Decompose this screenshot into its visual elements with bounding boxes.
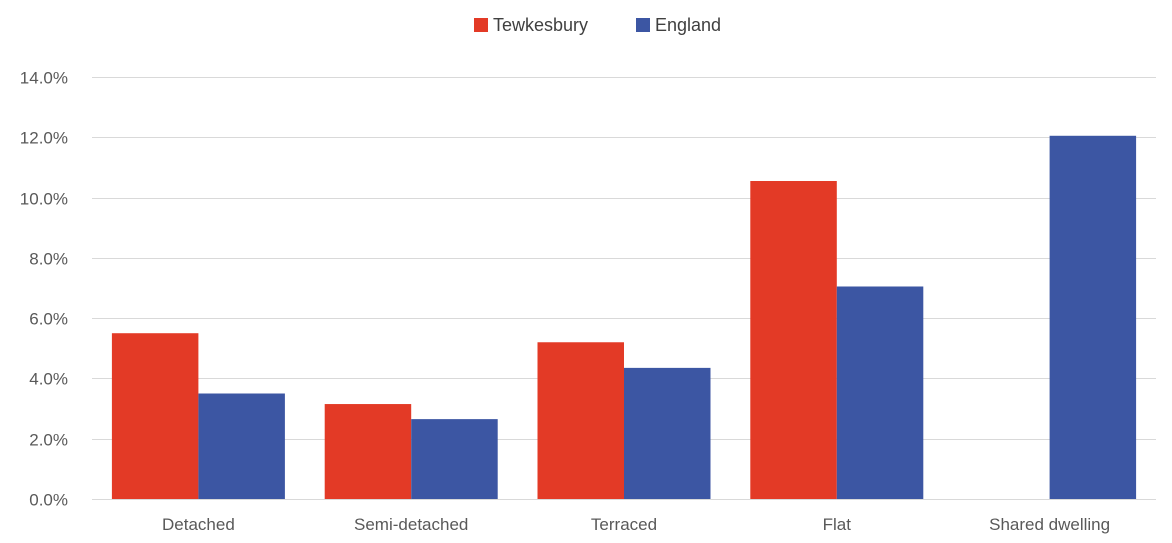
- y-tick-label: 4.0%: [29, 370, 68, 389]
- bar-tewkesbury-flat: [750, 180, 837, 499]
- x-category-label: Semi-detached: [354, 515, 468, 534]
- y-tick-label: 0.0%: [29, 491, 68, 510]
- y-tick-label: 2.0%: [29, 431, 68, 450]
- y-axis-ticks: 0.0% 2.0% 4.0% 6.0% 8.0% 10.0% 12.0% 14.0%: [20, 69, 68, 510]
- y-tick-label: 10.0%: [20, 190, 68, 209]
- x-category-label: Detached: [162, 515, 235, 534]
- bar-england-detached: [198, 393, 285, 499]
- y-tick-label: 6.0%: [29, 310, 68, 329]
- legend-swatch-tewkesbury: [474, 18, 488, 32]
- bar-england-shared-dwelling: [1049, 135, 1137, 499]
- x-axis-labels: Detached Semi-detached Terraced Flat Shared …: [162, 515, 1110, 534]
- x-category-label: Terraced: [591, 515, 657, 534]
- legend-label-tewkesbury: Tewkesbury: [493, 15, 588, 35]
- y-tick-label: 8.0%: [29, 250, 68, 269]
- bar-tewkesbury-semi-detached: [324, 404, 412, 499]
- bar-england-flat: [836, 286, 924, 499]
- bar-england-semi-detached: [411, 419, 498, 499]
- y-tick-label: 14.0%: [20, 69, 68, 88]
- x-category-label: Flat: [823, 515, 852, 534]
- bar-england-terraced: [624, 367, 711, 499]
- bar-tewkesbury-terraced: [537, 342, 624, 499]
- legend: Tewkesbury England: [474, 15, 721, 35]
- bars: [111, 135, 1137, 499]
- bar-tewkesbury-detached: [111, 333, 199, 499]
- legend-label-england: England: [655, 15, 721, 35]
- legend-swatch-england: [636, 18, 650, 32]
- y-tick-label: 12.0%: [20, 129, 68, 148]
- x-category-label: Shared dwelling: [989, 515, 1110, 534]
